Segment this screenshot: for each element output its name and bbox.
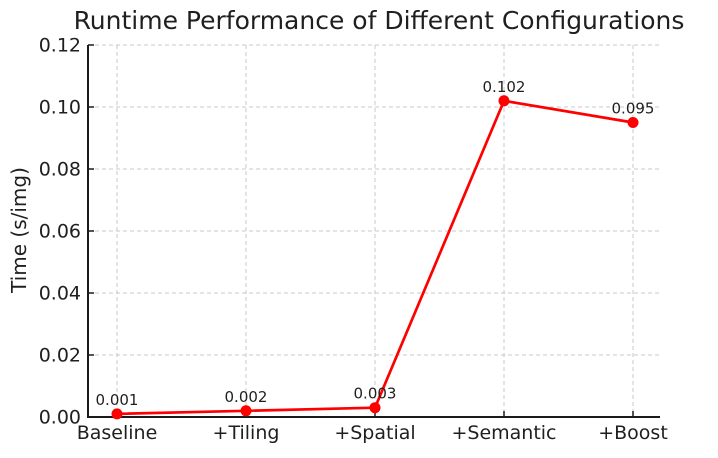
data-point-label: 0.095 xyxy=(612,100,655,118)
x-tick-label: +Semantic xyxy=(451,422,556,444)
data-point-label: 0.002 xyxy=(225,388,268,406)
data-point-marker xyxy=(498,95,510,107)
y-tick-label: 0.10 xyxy=(39,97,81,119)
y-tick-label: 0.12 xyxy=(39,35,81,57)
data-point-label: 0.001 xyxy=(96,391,139,409)
chart-title: Runtime Performance of Different Configu… xyxy=(73,6,685,35)
x-tick-label: Baseline xyxy=(77,422,158,444)
data-point-marker xyxy=(111,408,123,420)
x-tick-label: +Tiling xyxy=(213,422,280,444)
data-point-marker xyxy=(627,117,639,128)
y-tick-label: 0.06 xyxy=(39,221,81,243)
y-tick-label: 0.08 xyxy=(39,159,81,181)
y-tick-label: 0.02 xyxy=(39,345,81,367)
y-tick-label: 0.00 xyxy=(39,407,81,429)
data-point-label: 0.102 xyxy=(483,78,526,96)
y-tick-label: 0.04 xyxy=(39,283,81,305)
data-point-marker xyxy=(240,405,252,417)
x-tick-label: +Boost xyxy=(598,422,668,444)
data-point-marker xyxy=(369,402,381,414)
data-point-label: 0.003 xyxy=(354,385,397,403)
x-tick-label: +Spatial xyxy=(334,422,415,444)
